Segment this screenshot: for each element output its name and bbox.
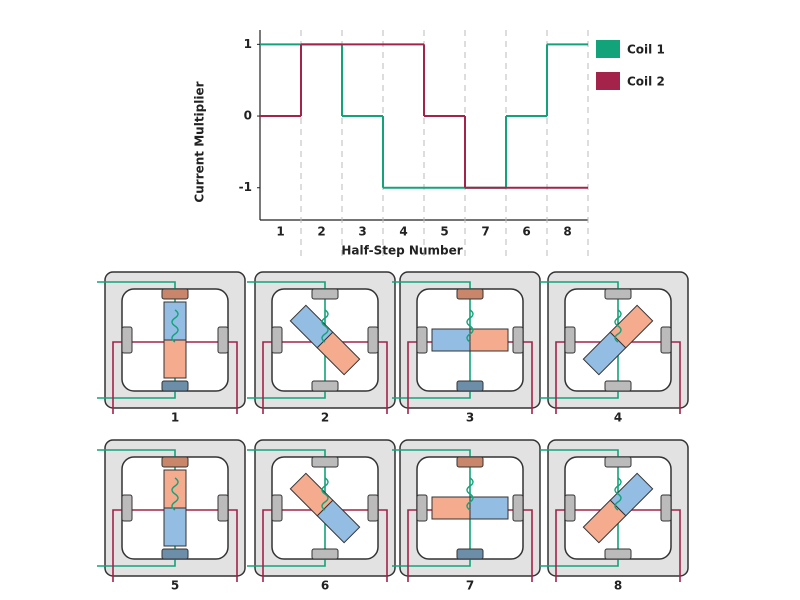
- x-axis-label: Half-Step Number: [341, 244, 462, 258]
- x-tick-label: 3: [358, 225, 366, 239]
- x-tick-label: 7: [481, 225, 489, 239]
- rotor: [431, 328, 509, 352]
- stator-pole: [564, 494, 576, 522]
- x-tick-label: 6: [522, 225, 530, 239]
- motor-panel: [247, 439, 396, 582]
- panel-label: 8: [614, 579, 622, 593]
- rotor-south: [163, 469, 187, 509]
- coil-winding: [171, 309, 179, 343]
- motor-panel: [540, 439, 689, 582]
- y-tick-label: -1: [239, 180, 252, 194]
- rotor: [582, 304, 654, 376]
- stator-pole: [311, 548, 339, 560]
- stator-pole: [456, 456, 484, 468]
- coil-winding: [466, 309, 474, 343]
- stator-pole: [512, 326, 524, 354]
- stator-pole: [311, 288, 339, 300]
- panel-label: 4: [614, 411, 622, 425]
- stator-pole: [161, 288, 189, 300]
- x-tick-label: 8: [563, 225, 571, 239]
- rotor: [582, 472, 654, 544]
- panel-label: 6: [321, 579, 329, 593]
- legend-label: Coil 1: [627, 43, 665, 57]
- stator-pole: [660, 494, 672, 522]
- stator-pole: [604, 456, 632, 468]
- stator-pole: [271, 326, 283, 354]
- stator-pole: [416, 326, 428, 354]
- stator-pole: [367, 326, 379, 354]
- motor-panel: [247, 271, 396, 414]
- rotor-south: [609, 304, 654, 349]
- legend-swatch: [596, 72, 620, 90]
- stator-pole: [121, 326, 133, 354]
- stator-pole: [604, 548, 632, 560]
- motor-panel: [392, 439, 541, 582]
- coil-winding: [614, 309, 622, 343]
- stator-pole: [161, 380, 189, 392]
- rotor-south: [469, 328, 509, 352]
- rotor-north: [431, 328, 471, 352]
- legend-swatch: [596, 40, 620, 58]
- stator-pole: [271, 494, 283, 522]
- stator-pole: [604, 288, 632, 300]
- panel-label: 1: [171, 411, 179, 425]
- coil-winding: [171, 477, 179, 511]
- y-tick-label: 0: [244, 109, 252, 123]
- rotor-north: [469, 496, 509, 520]
- stator-pole: [121, 494, 133, 522]
- stator-pole: [660, 326, 672, 354]
- panel-label: 3: [466, 411, 474, 425]
- coil-winding: [614, 477, 622, 511]
- stator-pole: [311, 380, 339, 392]
- x-tick-label: 1: [276, 225, 284, 239]
- rotor-south: [316, 331, 361, 376]
- coil-winding: [321, 477, 329, 511]
- stator-pole: [456, 380, 484, 392]
- stator-pole: [217, 494, 229, 522]
- coil-winding: [321, 309, 329, 343]
- x-tick-label: 2: [317, 225, 325, 239]
- motor-panel: [392, 271, 541, 414]
- panel-label: 5: [171, 579, 179, 593]
- rotor: [163, 301, 187, 379]
- rotor: [163, 469, 187, 547]
- stator-pole: [217, 326, 229, 354]
- rotor-north: [163, 507, 187, 547]
- x-tick-label: 5: [440, 225, 448, 239]
- motor-panel: [97, 439, 246, 582]
- legend-label: Coil 2: [627, 75, 665, 89]
- motor-panel: [540, 271, 689, 414]
- stator-pole: [564, 326, 576, 354]
- rotor-south: [431, 496, 471, 520]
- motor-panel: [97, 271, 246, 414]
- stator-pole: [311, 456, 339, 468]
- stator-pole: [604, 380, 632, 392]
- y-axis-label: Current Multiplier: [193, 81, 207, 202]
- x-tick-label: 4: [399, 225, 407, 239]
- stator-pole: [512, 494, 524, 522]
- rotor-south: [582, 499, 627, 544]
- panel-label: 7: [466, 579, 474, 593]
- stator-pole: [416, 494, 428, 522]
- coil-winding: [466, 477, 474, 511]
- rotor-south: [163, 339, 187, 379]
- stator-pole: [456, 288, 484, 300]
- y-tick-label: 1: [244, 37, 252, 51]
- stator-pole: [367, 494, 379, 522]
- stator-pole: [161, 456, 189, 468]
- stator-pole: [456, 548, 484, 560]
- stator-pole: [161, 548, 189, 560]
- rotor: [431, 496, 509, 520]
- panel-label: 2: [321, 411, 329, 425]
